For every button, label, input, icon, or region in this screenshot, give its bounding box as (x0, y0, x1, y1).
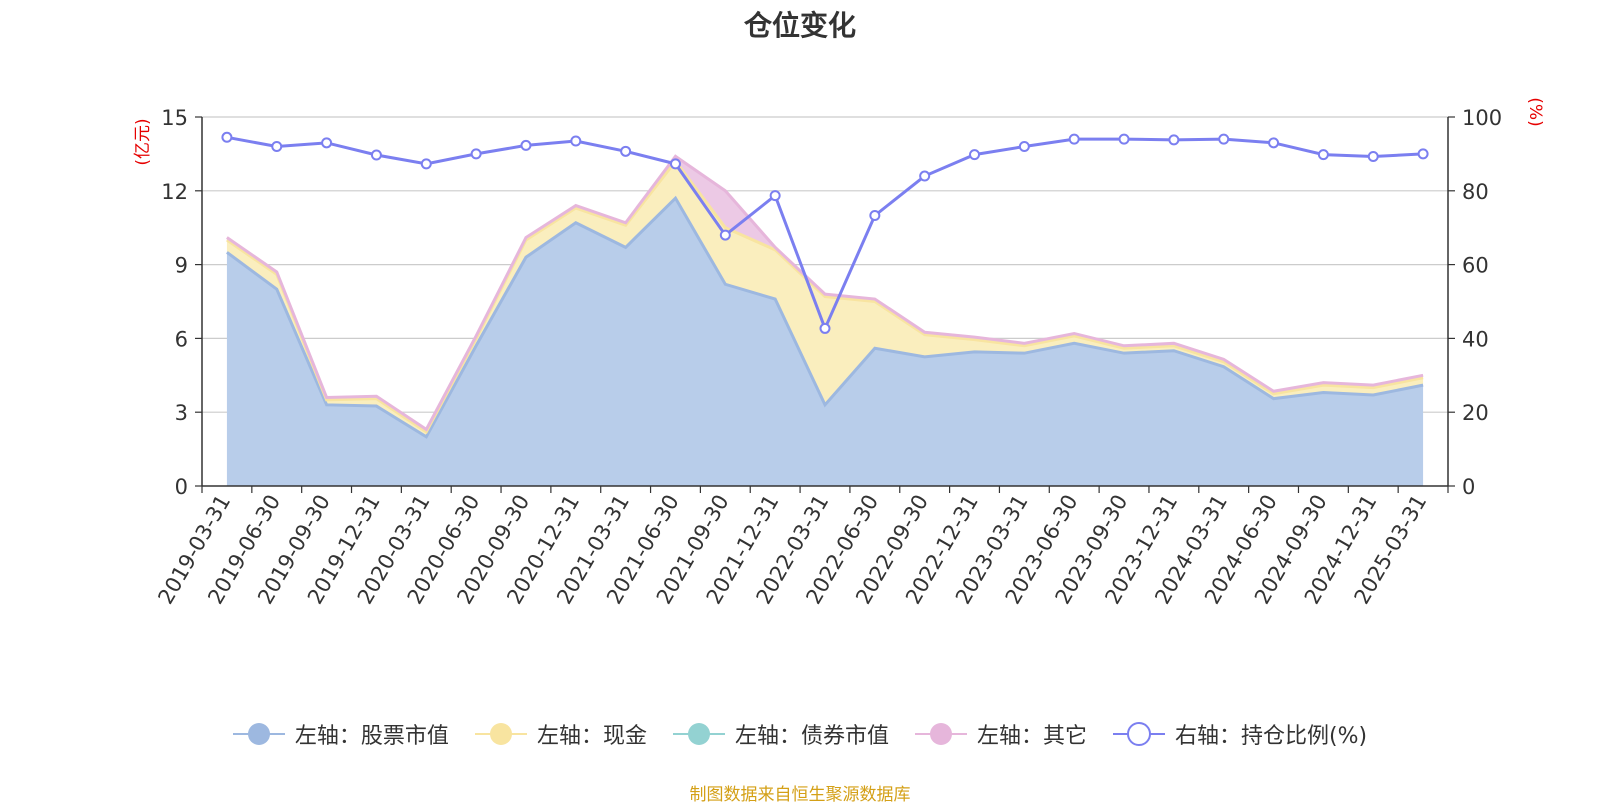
holding-ratio-point (370, 149, 382, 161)
holding-ratio-point (919, 170, 931, 182)
holding-ratio-point (1268, 137, 1280, 149)
y-right-tick-label: 0 (1462, 475, 1475, 499)
legend-marker-icon (232, 723, 285, 745)
holding-ratio-point (1018, 141, 1030, 153)
area-左轴：股票市值 (226, 198, 1424, 486)
area-edge-左轴：现金 (226, 158, 1424, 435)
legend-item[interactable]: 左轴：股票市值 (232, 718, 449, 750)
legend: 左轴：股票市值 左轴：现金 左轴：债券市值 左轴：其它 右轴：持仓比例(%) (0, 718, 1600, 750)
holding-ratio-point (570, 135, 582, 147)
holding-ratio-point (1317, 149, 1329, 161)
holding-ratio-point (1367, 150, 1379, 162)
legend-item[interactable]: 左轴：债券市值 (672, 718, 889, 750)
y-left-tick-label: 0 (175, 475, 188, 499)
holding-ratio-point (1168, 134, 1180, 146)
holding-ratio-point (669, 158, 681, 170)
holding-ratio-point (769, 190, 781, 202)
holding-ratio-point (271, 141, 283, 153)
y-left-tick-label: 9 (175, 254, 188, 278)
y-right-axis-label: (%) (1525, 97, 1545, 126)
holding-ratio-point (470, 148, 482, 160)
legend-label: 左轴：现金 (536, 724, 647, 749)
area-edge-左轴：股票市值 (226, 195, 1424, 439)
y-right-tick-label: 80 (1462, 180, 1489, 204)
holding-ratio-point (520, 139, 532, 151)
source-note: 制图数据来自恒生聚源数据库 (689, 785, 911, 805)
legend-marker-icon (914, 723, 967, 745)
area-layer (226, 154, 1424, 486)
holding-ratio-point (719, 229, 731, 241)
y-left-tick-label: 3 (175, 401, 188, 425)
legend-label: 左轴：债券市值 (734, 724, 889, 749)
legend-marker-icon (474, 723, 527, 745)
y-right-tick-label: 20 (1462, 401, 1489, 425)
holding-ratio-point (620, 145, 632, 157)
holding-ratio-point (1218, 133, 1230, 145)
holding-ratio-point (321, 137, 333, 149)
holding-ratio-point (819, 322, 831, 334)
legend-marker-icon (1112, 722, 1165, 746)
line-layer (221, 131, 1429, 334)
y-right-tick-label: 60 (1462, 254, 1489, 278)
y-left-tick-label: 12 (161, 180, 188, 204)
legend-marker-icon (672, 723, 725, 745)
holding-ratio-point (1068, 133, 1080, 145)
chart-title: 仓位变化 (743, 9, 856, 42)
legend-label: 左轴：其它 (976, 724, 1087, 749)
y-right-tick-label: 100 (1462, 106, 1502, 130)
legend-label: 右轴：持仓比例(%) (1174, 724, 1368, 749)
holding-ratio-point (969, 149, 981, 161)
holding-ratio-point (1118, 133, 1130, 145)
area-左轴：现金 (226, 161, 1424, 437)
y-left-tick-label: 6 (175, 327, 188, 351)
holding-ratio-point (869, 210, 881, 222)
y-left-tick-label: 15 (161, 106, 188, 130)
holding-ratio-point (221, 131, 233, 143)
legend-item[interactable]: 右轴：持仓比例(%) (1112, 718, 1368, 750)
legend-item[interactable]: 左轴：其它 (914, 718, 1087, 750)
holding-ratio-point (420, 158, 432, 170)
legend-label: 左轴：股票市值 (294, 724, 449, 749)
holding-ratio-point (1417, 148, 1429, 160)
y-left-axis-label: (亿元) (133, 118, 153, 165)
y-right-tick-label: 40 (1462, 327, 1489, 351)
legend-item[interactable]: 左轴：现金 (474, 718, 647, 750)
area-edge-左轴：其它 (226, 154, 1424, 432)
